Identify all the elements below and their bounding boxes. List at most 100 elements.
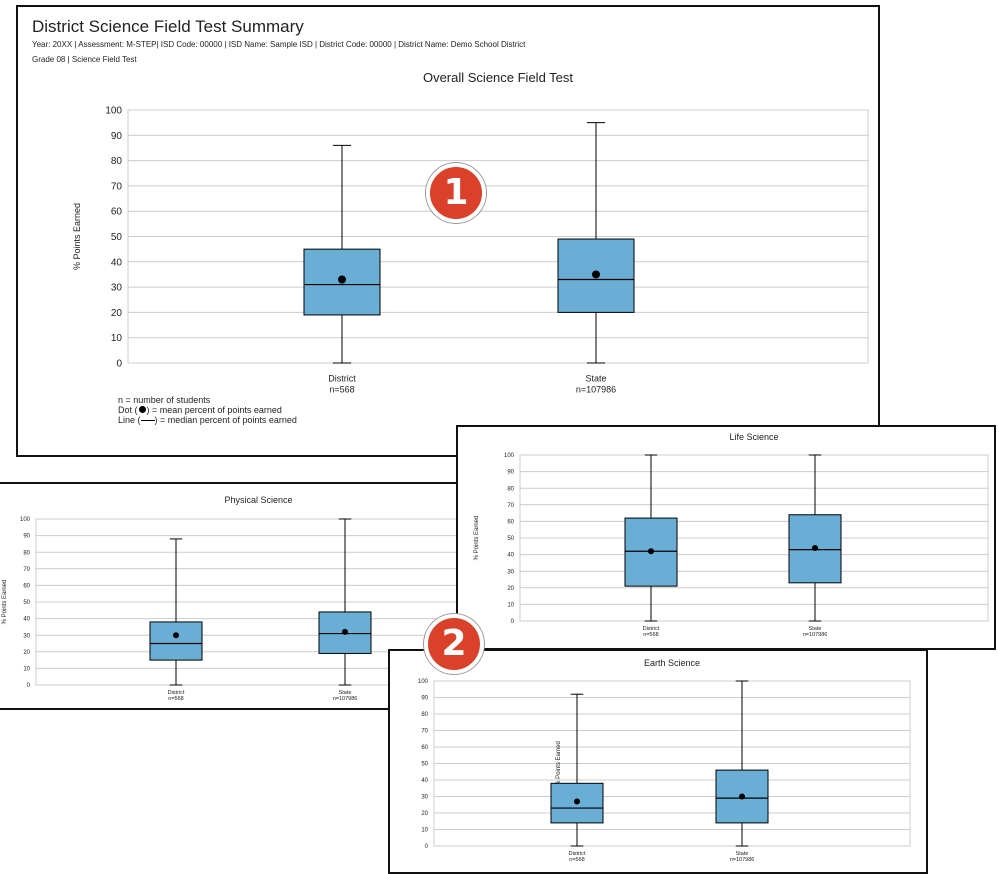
mean-dot [739, 793, 745, 800]
y-tick-label: 0 [27, 683, 31, 689]
callout-marker-2: 2 [424, 614, 484, 674]
mean-dot [574, 798, 580, 805]
y-tick-label: 0 [116, 359, 122, 370]
y-tick-label: 40 [23, 617, 30, 623]
y-tick-label: 90 [421, 696, 428, 702]
x-category-label: State [585, 374, 606, 384]
y-tick-label: 90 [111, 131, 123, 142]
y-tick-label: 60 [111, 207, 123, 218]
y-tick-label: 70 [507, 503, 514, 509]
y-tick-label: 20 [507, 586, 514, 592]
legend-dot-suffix: ) [146, 405, 150, 415]
mean-dot [812, 544, 818, 551]
legend-line-definition: Line ( ) = median percent of points earne… [118, 415, 297, 425]
x-category-n: n=107986 [333, 696, 358, 702]
plot-area-border [433, 680, 911, 847]
y-tick-label: 30 [23, 633, 30, 639]
x-category-label: District [643, 626, 660, 632]
y-tick-label: 80 [421, 712, 428, 718]
x-category-label: State [339, 690, 352, 696]
legend-dot-icon [138, 406, 146, 413]
y-tick-label: 50 [111, 232, 123, 243]
overall-science-chart: Overall Science Field Test 0 10 20 30 40 50 60 7… [72, 70, 869, 395]
y-axis-label: % Points Earned [556, 741, 562, 786]
report-title: District Science Field Test Summary [32, 17, 304, 36]
mean-dot [173, 632, 179, 639]
legend-n-definition: n = number of students [118, 395, 211, 405]
y-tick-label: 90 [507, 470, 514, 476]
earth-science-panel: Earth Science 0 10 20 30 40 50 60 70 80 90 100 % Poi… [388, 649, 928, 874]
plot-area-border [35, 518, 460, 686]
y-tick-label: 80 [23, 550, 30, 556]
y-tick-label: 20 [421, 811, 428, 817]
x-category-label: District [328, 374, 356, 384]
y-axis-label: % Points Earned [474, 516, 480, 561]
y-tick-label: 10 [507, 603, 514, 609]
y-tick-label: 70 [111, 181, 123, 192]
chart-legend: n = number of students Dot () = mean per… [118, 395, 297, 425]
y-tick-label: 50 [421, 762, 428, 768]
life-science-chart: Life Science 0 10 20 30 40 50 60 70 80 90 100 % Poin… [474, 432, 989, 638]
legend-line-icon [140, 420, 155, 422]
y-tick-label: 100 [504, 453, 515, 459]
y-tick-label: 50 [507, 536, 514, 542]
mean-dot [648, 548, 654, 555]
chart-title: Overall Science Field Test [423, 70, 573, 85]
plot-area-border [127, 109, 869, 364]
y-tick-label: 60 [421, 745, 428, 751]
legend-line-prefix: Line ( [118, 415, 141, 425]
report-grade-line: Grade 08 | Science Field Test [32, 55, 137, 64]
y-tick-label: 100 [20, 517, 31, 523]
y-tick-label: 20 [111, 308, 123, 319]
x-category-label: State [736, 851, 749, 857]
callout-marker-1: 1 [426, 163, 486, 223]
y-tick-label: 100 [418, 679, 429, 685]
x-category-n: n=568 [643, 632, 658, 638]
y-axis-label: % Points Earned [2, 580, 8, 625]
x-category-n: n=107986 [803, 632, 828, 638]
y-tick-label: 30 [507, 569, 514, 575]
x-category-n: n=568 [569, 857, 584, 863]
y-tick-label: 40 [111, 257, 123, 268]
legend-dot-text: = mean percent of points earned [152, 405, 282, 415]
y-tick-label: 20 [23, 650, 30, 656]
x-category-n: n=568 [329, 385, 354, 395]
life-science-panel: Life Science 0 10 20 30 40 50 60 70 80 90 100 % Poin… [456, 425, 996, 650]
y-tick-label: 70 [23, 567, 30, 573]
chart-title: Earth Science [644, 658, 700, 668]
y-tick-label: 10 [23, 667, 30, 673]
y-tick-label: 60 [23, 584, 30, 590]
y-tick-label: 70 [421, 729, 428, 735]
x-category-label: State [809, 626, 822, 632]
y-tick-label: 80 [507, 486, 514, 492]
legend-dot-definition: Dot () = mean percent of points earned [118, 405, 297, 415]
y-tick-label: 30 [111, 283, 123, 294]
physical-science-chart: Physical Science 0 10 20 30 40 50 60 70 80 90 100 % … [2, 495, 460, 702]
physical-science-panel: Physical Science 0 10 20 30 40 50 60 70 80 90 100 % … [0, 482, 460, 710]
y-tick-label: 90 [23, 534, 30, 540]
x-category-label: District [569, 851, 586, 857]
y-tick-label: 50 [23, 600, 30, 606]
mean-dot [592, 270, 600, 279]
chart-title: Life Science [729, 432, 778, 442]
y-tick-label: 0 [511, 619, 515, 625]
legend-dot-prefix: Dot ( [118, 405, 138, 415]
y-axis-label: % Points Earned [72, 203, 82, 270]
y-tick-label: 40 [421, 778, 428, 784]
legend-line-text: ) = median percent of points earned [154, 415, 297, 425]
plot-area-border [519, 454, 989, 622]
y-tick-label: 60 [507, 520, 514, 526]
chart-title: Physical Science [224, 495, 292, 505]
y-tick-label: 100 [105, 106, 122, 117]
overall-panel: District Science Field Test Summary Year… [16, 5, 880, 457]
x-category-n: n=568 [168, 696, 183, 702]
y-tick-label: 10 [421, 828, 428, 834]
mean-dot [342, 628, 348, 635]
mean-dot [338, 275, 346, 284]
y-tick-label: 10 [111, 333, 123, 344]
y-tick-label: 40 [507, 553, 514, 559]
report-meta-line: Year: 20XX | Assessment: M-STEP| ISD Cod… [32, 40, 526, 49]
x-category-label: District [168, 690, 185, 696]
x-category-n: n=107986 [730, 857, 755, 863]
y-tick-label: 80 [111, 156, 123, 167]
